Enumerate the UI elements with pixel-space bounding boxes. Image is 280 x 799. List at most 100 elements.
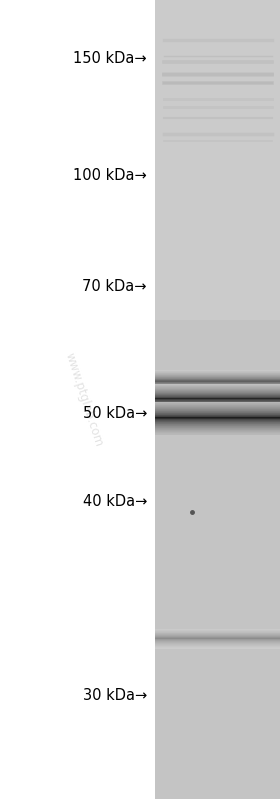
Bar: [155, 410, 280, 411]
Bar: [155, 432, 280, 434]
Bar: [155, 416, 280, 418]
Bar: [155, 631, 280, 632]
Bar: [155, 391, 280, 392]
Bar: [155, 640, 280, 641]
Bar: [155, 384, 280, 385]
Bar: [155, 417, 280, 418]
Bar: [155, 409, 280, 411]
Bar: [155, 426, 280, 427]
Bar: [155, 630, 280, 631]
Bar: [155, 412, 280, 414]
Bar: [155, 386, 280, 387]
Bar: [155, 388, 280, 389]
Bar: [155, 647, 280, 649]
Bar: [155, 383, 280, 384]
Bar: [155, 426, 280, 427]
Bar: [155, 377, 280, 378]
Bar: [155, 638, 280, 639]
Bar: [155, 407, 280, 408]
Bar: [155, 388, 280, 390]
Bar: [155, 372, 280, 373]
Bar: [155, 402, 280, 403]
Bar: [155, 423, 280, 424]
Bar: [155, 377, 280, 379]
Bar: [155, 406, 280, 407]
Bar: [155, 416, 280, 417]
Bar: [155, 427, 280, 428]
Bar: [155, 433, 280, 434]
Bar: [155, 410, 280, 411]
Bar: [155, 393, 280, 395]
Bar: [155, 405, 280, 406]
Bar: [155, 431, 280, 432]
Bar: [155, 390, 280, 391]
Bar: [155, 431, 280, 433]
Bar: [155, 429, 280, 431]
Bar: [155, 644, 280, 646]
Bar: [155, 409, 280, 410]
Bar: [155, 422, 280, 423]
Bar: [155, 381, 280, 383]
Bar: [155, 378, 280, 379]
Bar: [155, 646, 280, 648]
Bar: [155, 644, 280, 645]
Bar: [155, 387, 280, 388]
Bar: [155, 630, 280, 631]
Bar: [155, 642, 280, 644]
Bar: [155, 409, 280, 410]
Bar: [155, 408, 280, 409]
Bar: [155, 387, 280, 388]
Bar: [155, 378, 280, 380]
Bar: [155, 629, 280, 630]
Bar: [155, 384, 280, 385]
Bar: [155, 376, 280, 377]
Bar: [155, 373, 280, 375]
Bar: [155, 403, 280, 405]
Bar: [155, 384, 280, 385]
Bar: [155, 421, 280, 423]
Bar: [155, 373, 280, 374]
Bar: [155, 414, 280, 415]
Bar: [155, 423, 280, 424]
Bar: [155, 374, 280, 375]
Bar: [155, 396, 280, 397]
Bar: [155, 422, 280, 423]
Bar: [155, 419, 280, 420]
Bar: [155, 413, 280, 414]
Bar: [155, 405, 280, 406]
Bar: [155, 403, 280, 404]
Bar: [155, 395, 280, 396]
Bar: [155, 420, 280, 421]
Bar: [155, 643, 280, 645]
Bar: [155, 371, 280, 372]
Bar: [155, 408, 280, 410]
Bar: [155, 391, 280, 392]
Bar: [155, 397, 280, 399]
Bar: [155, 380, 280, 381]
Bar: [155, 380, 280, 382]
Bar: [155, 411, 280, 412]
Bar: [155, 431, 280, 432]
Bar: [155, 382, 280, 383]
Bar: [155, 375, 280, 376]
Bar: [155, 387, 280, 388]
Bar: [155, 637, 280, 638]
Bar: [155, 433, 280, 435]
Bar: [155, 380, 280, 381]
Bar: [155, 410, 280, 411]
Bar: [155, 415, 280, 417]
Bar: [155, 385, 280, 386]
Bar: [155, 633, 280, 634]
Bar: [155, 387, 280, 388]
Text: 150 kDa→: 150 kDa→: [73, 51, 147, 66]
Bar: [155, 427, 280, 428]
Bar: [155, 370, 280, 371]
Bar: [155, 401, 280, 403]
Bar: [155, 404, 280, 406]
Bar: [155, 395, 280, 396]
Text: 30 kDa→: 30 kDa→: [83, 688, 147, 702]
Bar: [155, 412, 280, 414]
Bar: [155, 408, 280, 410]
Bar: [155, 406, 280, 407]
Bar: [155, 402, 280, 403]
